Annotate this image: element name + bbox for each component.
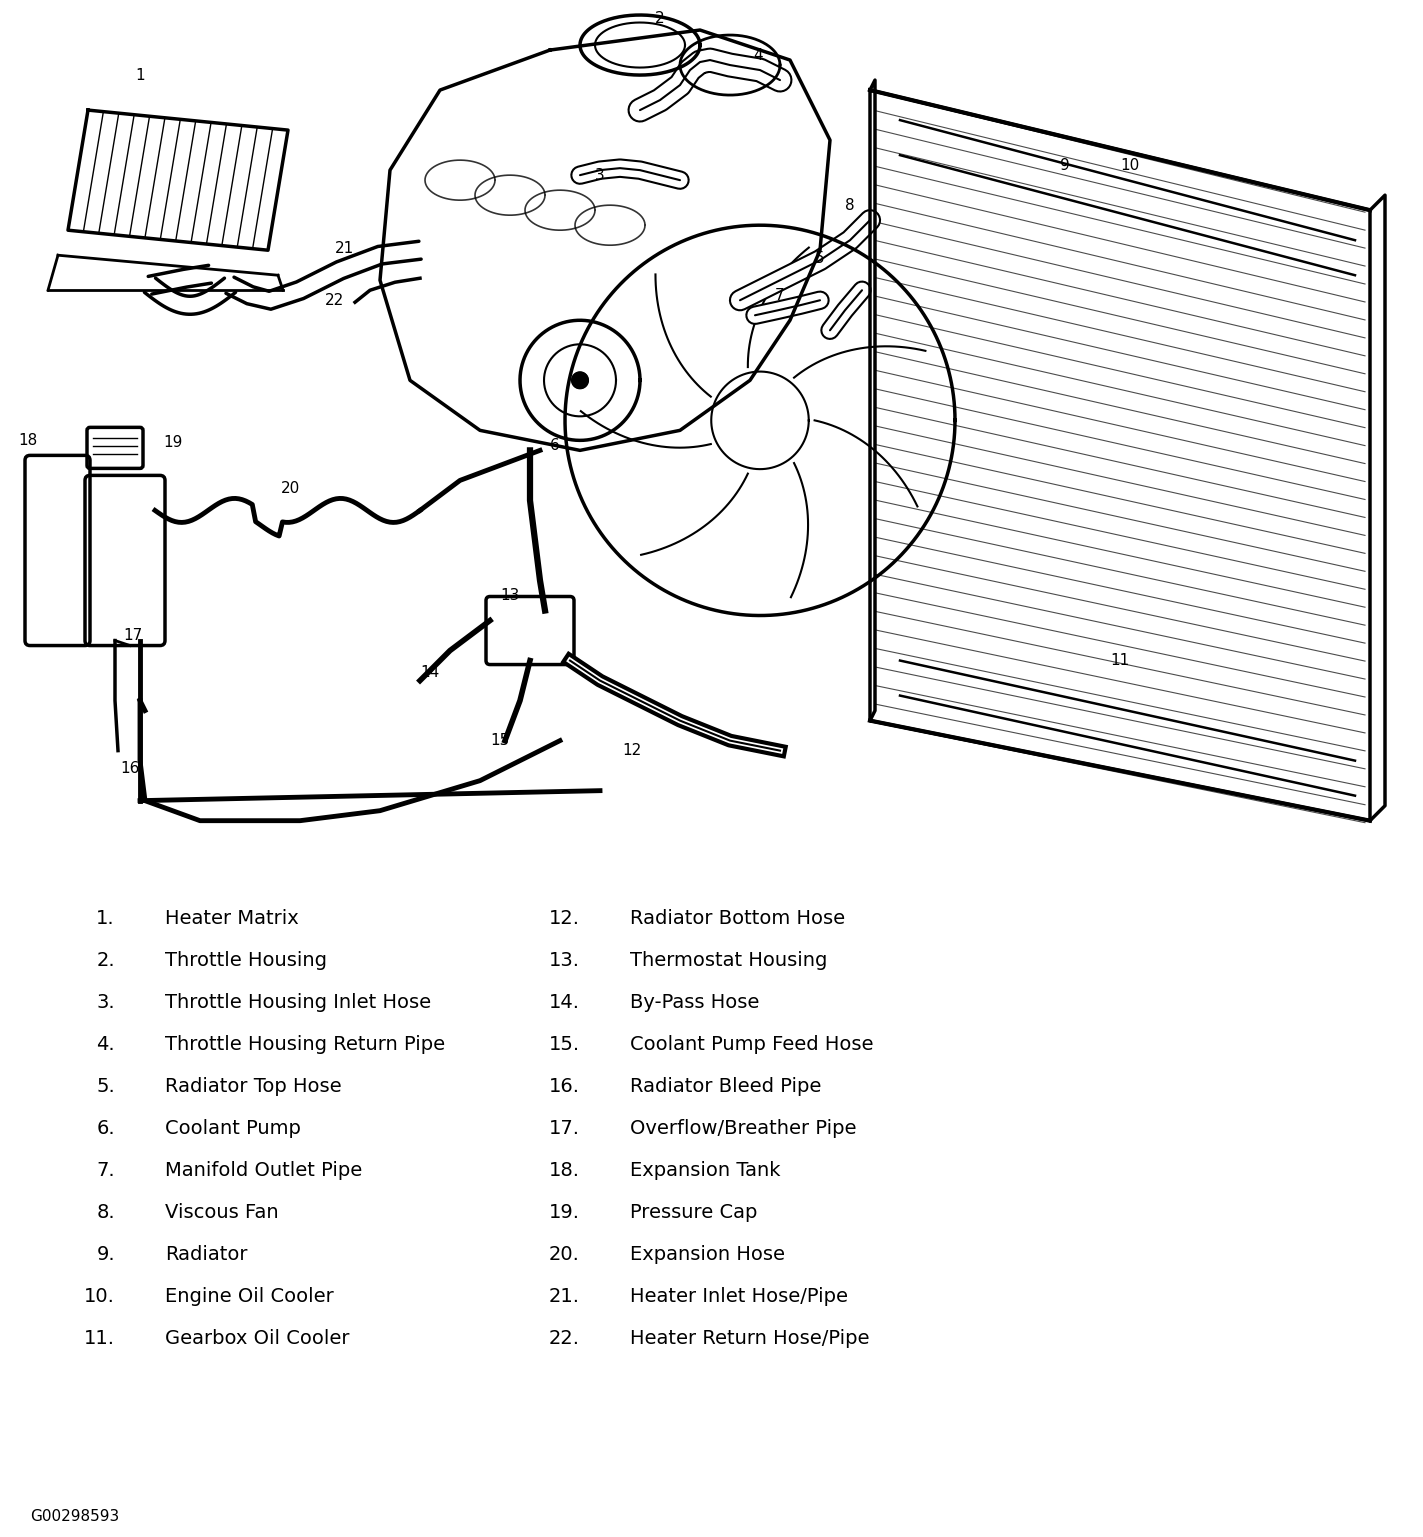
Text: 11.: 11. [84, 1330, 115, 1348]
Text: 7: 7 [776, 287, 785, 303]
Text: By-Pass Hose: By-Pass Hose [630, 993, 760, 1011]
Text: 22.: 22. [549, 1330, 581, 1348]
Text: 6: 6 [551, 438, 559, 453]
Text: Heater Matrix: Heater Matrix [165, 908, 299, 928]
Text: 8.: 8. [97, 1203, 115, 1222]
Text: 11: 11 [1110, 653, 1130, 669]
Text: G00298593: G00298593 [30, 1509, 120, 1525]
Text: 1: 1 [135, 68, 145, 83]
Text: 3: 3 [595, 168, 605, 183]
Text: 10.: 10. [84, 1286, 115, 1306]
Text: 6.: 6. [97, 1119, 115, 1137]
Text: 1.: 1. [97, 908, 115, 928]
Text: Manifold Outlet Pipe: Manifold Outlet Pipe [165, 1160, 363, 1180]
Text: 12.: 12. [549, 908, 581, 928]
Text: Heater Inlet Hose/Pipe: Heater Inlet Hose/Pipe [630, 1286, 848, 1306]
Text: Engine Oil Cooler: Engine Oil Cooler [165, 1286, 334, 1306]
Text: 9.: 9. [97, 1245, 115, 1263]
Text: 19: 19 [164, 435, 182, 450]
Text: 14.: 14. [549, 993, 581, 1011]
Text: 17: 17 [124, 629, 142, 642]
Text: Throttle Housing Inlet Hose: Throttle Housing Inlet Hose [165, 993, 431, 1011]
Text: 14: 14 [420, 666, 440, 679]
Text: 22: 22 [326, 292, 344, 307]
Text: Gearbox Oil Cooler: Gearbox Oil Cooler [165, 1330, 350, 1348]
Text: Overflow/Breather Pipe: Overflow/Breather Pipe [630, 1119, 857, 1137]
Text: Heater Return Hose/Pipe: Heater Return Hose/Pipe [630, 1330, 869, 1348]
Text: 21.: 21. [549, 1286, 581, 1306]
Text: 3.: 3. [97, 993, 115, 1011]
Text: Radiator: Radiator [165, 1245, 248, 1263]
Text: 7.: 7. [97, 1160, 115, 1180]
Text: 4: 4 [753, 48, 763, 63]
Text: Expansion Hose: Expansion Hose [630, 1245, 785, 1263]
Text: 19.: 19. [549, 1203, 581, 1222]
Text: 2.: 2. [97, 951, 115, 970]
Text: 20: 20 [280, 481, 300, 496]
Text: Expansion Tank: Expansion Tank [630, 1160, 780, 1180]
Text: 8: 8 [845, 198, 855, 212]
Text: Throttle Housing Return Pipe: Throttle Housing Return Pipe [165, 1034, 445, 1054]
Text: 17.: 17. [549, 1119, 581, 1137]
Text: 5: 5 [815, 251, 825, 266]
Text: 4.: 4. [97, 1034, 115, 1054]
Text: 20.: 20. [549, 1245, 581, 1263]
Text: 16.: 16. [549, 1077, 581, 1096]
Text: Radiator Bottom Hose: Radiator Bottom Hose [630, 908, 845, 928]
Polygon shape [572, 372, 588, 389]
Text: Pressure Cap: Pressure Cap [630, 1203, 757, 1222]
Text: Thermostat Housing: Thermostat Housing [630, 951, 827, 970]
Text: 21: 21 [336, 241, 354, 255]
Text: 10: 10 [1120, 158, 1140, 172]
Text: 13.: 13. [549, 951, 581, 970]
Text: Radiator Bleed Pipe: Radiator Bleed Pipe [630, 1077, 821, 1096]
Text: Radiator Top Hose: Radiator Top Hose [165, 1077, 342, 1096]
Text: Coolant Pump Feed Hose: Coolant Pump Feed Hose [630, 1034, 874, 1054]
Text: 15.: 15. [549, 1034, 581, 1054]
Text: Coolant Pump: Coolant Pump [165, 1119, 300, 1137]
Text: 15: 15 [491, 733, 509, 749]
Text: 12: 12 [622, 742, 642, 758]
Text: 16: 16 [121, 761, 139, 776]
Text: 9: 9 [1060, 158, 1070, 172]
Text: 18: 18 [18, 433, 37, 447]
Text: 13: 13 [501, 589, 519, 603]
Text: 2: 2 [655, 11, 665, 26]
Text: 18.: 18. [549, 1160, 581, 1180]
Text: Viscous Fan: Viscous Fan [165, 1203, 279, 1222]
Text: 5.: 5. [97, 1077, 115, 1096]
Text: Throttle Housing: Throttle Housing [165, 951, 327, 970]
